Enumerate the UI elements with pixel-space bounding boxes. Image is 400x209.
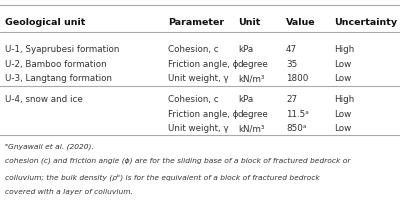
Text: kPa: kPa bbox=[238, 45, 253, 54]
Text: Low: Low bbox=[334, 60, 351, 69]
Text: ᵃGnyawali et al. (2020).: ᵃGnyawali et al. (2020). bbox=[5, 143, 94, 150]
Text: U-2, Bamboo formation: U-2, Bamboo formation bbox=[5, 60, 106, 69]
Text: U-3, Langtang formation: U-3, Langtang formation bbox=[5, 74, 112, 83]
Text: Geological unit: Geological unit bbox=[5, 18, 85, 27]
Text: U-1, Syaprubesi formation: U-1, Syaprubesi formation bbox=[5, 45, 119, 54]
Text: High: High bbox=[334, 45, 354, 54]
Text: Value: Value bbox=[286, 18, 316, 27]
Text: degree: degree bbox=[238, 110, 269, 119]
Text: Low: Low bbox=[334, 74, 351, 83]
Text: 47: 47 bbox=[286, 45, 297, 54]
Text: Friction angle, ϕ: Friction angle, ϕ bbox=[168, 60, 238, 69]
Text: Cohesion, c: Cohesion, c bbox=[168, 95, 219, 104]
Text: cohesion (c) and friction angle (ϕ) are for the sliding base of a block of fract: cohesion (c) and friction angle (ϕ) are … bbox=[5, 158, 350, 164]
Text: kN/m³: kN/m³ bbox=[238, 74, 264, 83]
Text: covered with a layer of colluvium.: covered with a layer of colluvium. bbox=[5, 189, 133, 195]
Text: U-4, snow and ice: U-4, snow and ice bbox=[5, 95, 82, 104]
Text: 11.5ᵃ: 11.5ᵃ bbox=[286, 110, 309, 119]
Text: Low: Low bbox=[334, 124, 351, 133]
Text: kN/m³: kN/m³ bbox=[238, 124, 264, 133]
Text: 1800: 1800 bbox=[286, 74, 308, 83]
Text: degree: degree bbox=[238, 60, 269, 69]
Text: Unit weight, γ: Unit weight, γ bbox=[168, 124, 229, 133]
Text: Unit weight, γ: Unit weight, γ bbox=[168, 74, 229, 83]
Text: High: High bbox=[334, 95, 354, 104]
Text: Friction angle, ϕ: Friction angle, ϕ bbox=[168, 110, 238, 119]
Text: 850ᵃ: 850ᵃ bbox=[286, 124, 306, 133]
Text: colluvium; the bulk density (ρᵇ) is for the equivalent of a block of fractured b: colluvium; the bulk density (ρᵇ) is for … bbox=[5, 173, 320, 181]
Text: kPa: kPa bbox=[238, 95, 253, 104]
Text: 27: 27 bbox=[286, 95, 297, 104]
Text: Unit: Unit bbox=[238, 18, 260, 27]
Text: Parameter: Parameter bbox=[168, 18, 224, 27]
Text: Cohesion, c: Cohesion, c bbox=[168, 45, 219, 54]
Text: Low: Low bbox=[334, 110, 351, 119]
Text: 35: 35 bbox=[286, 60, 297, 69]
Text: Uncertainty: Uncertainty bbox=[334, 18, 397, 27]
